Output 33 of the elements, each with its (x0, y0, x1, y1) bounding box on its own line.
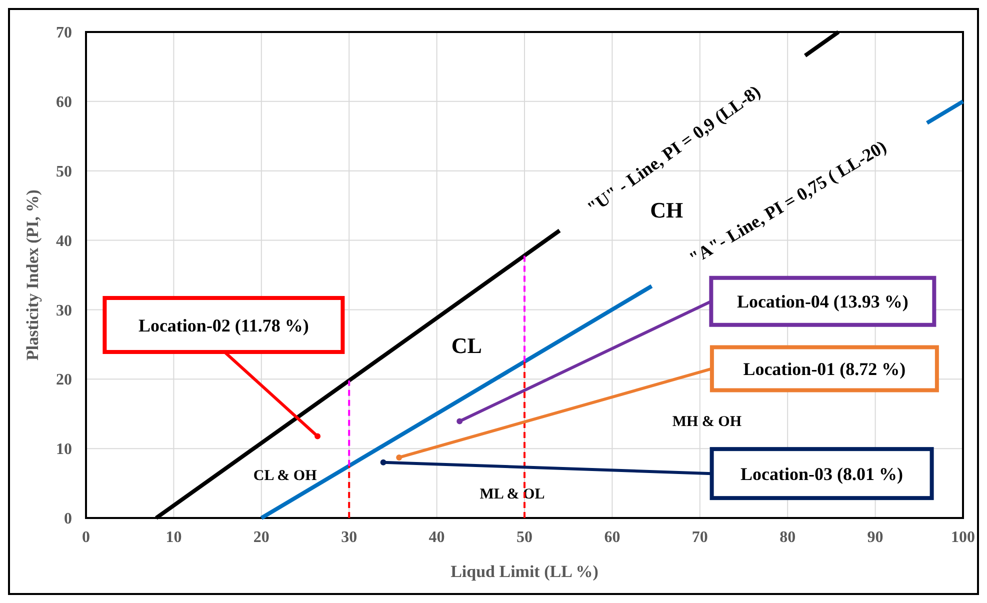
x-tick-label: 100 (951, 529, 975, 546)
text: Location-04 (13.93 %) (736, 292, 908, 312)
x-tick-label: 30 (341, 529, 358, 546)
x-tick-label: 80 (780, 529, 796, 546)
y-tick-label: 30 (56, 302, 72, 320)
annotation: MH & OH (672, 414, 742, 430)
point (456, 418, 463, 424)
text: Location-02 (11.78 %) (138, 315, 309, 336)
x-tick-label: 0 (82, 529, 90, 546)
y-tick-label: 10 (56, 441, 72, 458)
x-tick-label: 70 (692, 529, 708, 546)
text: Location-01 (8.72 %) (743, 359, 906, 380)
y-tick-label: 0 (64, 510, 72, 528)
y-tick-label: 20 (56, 372, 72, 389)
x-tick-label: 10 (166, 529, 182, 546)
x-tick-label: 60 (604, 529, 620, 546)
x-axis-title: Liqud Limit (LL %) (450, 562, 598, 581)
y-tick-label: 50 (56, 163, 72, 180)
y-tick-label: 60 (56, 94, 72, 112)
point (380, 459, 386, 466)
y-tick-label: 40 (56, 232, 72, 250)
x-tick-label: 50 (516, 529, 532, 546)
y-tick-label: 70 (56, 24, 72, 42)
annotation: CH (650, 197, 684, 222)
x-tick-label: 20 (253, 529, 270, 546)
point (314, 433, 321, 440)
x-tick-label: 40 (428, 529, 445, 546)
text: Location-03 (8.01 %) (740, 464, 904, 484)
annotation: CL (451, 332, 482, 358)
y-axis-title: Plasticity Index (PI, %) (23, 190, 42, 360)
annotation: CL & OH (253, 468, 318, 484)
point (396, 454, 402, 460)
x-tick-label: 90 (867, 529, 884, 546)
